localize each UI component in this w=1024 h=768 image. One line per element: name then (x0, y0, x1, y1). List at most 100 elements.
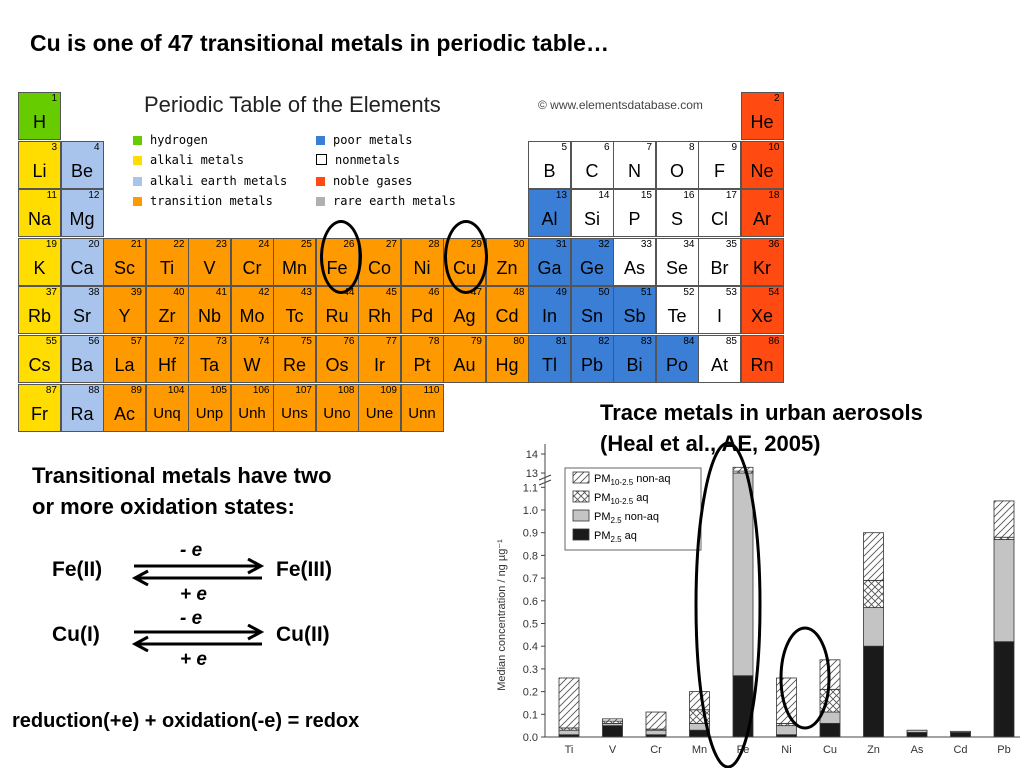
element-symbol: Uns (281, 404, 308, 422)
atomic-number: 87 (45, 384, 57, 396)
atomic-number: 13 (555, 190, 567, 202)
atomic-number: 86 (768, 336, 780, 347)
element-v: 23 V (188, 237, 231, 286)
cu-equilibrium-arrows (131, 624, 265, 652)
element-symbol: At (710, 355, 728, 375)
legend-label: transition metals (150, 194, 273, 208)
chart-caption-line2: (Heal et al., AE, 2005) (600, 431, 821, 456)
element-symbol: Ta (199, 355, 219, 375)
x-tick-label: As (911, 744, 924, 756)
legend-swatch (572, 490, 590, 503)
atomic-number: 49 (555, 287, 567, 299)
element-pd: 46 Pd (400, 286, 444, 335)
x-tick-label: Zn (867, 744, 880, 756)
atomic-number: 85 (725, 336, 737, 347)
legend-label: alkali earth metals (150, 174, 288, 188)
atomic-number: 25 (300, 238, 312, 250)
element-cd: 48 Cd (485, 286, 529, 335)
atomic-number: 38 (88, 287, 100, 299)
element-symbol: Pt (413, 355, 431, 375)
legend-label: nonmetals (335, 153, 401, 167)
cu-bar-highlight-ellipse (779, 626, 831, 730)
atomic-number: 79 (470, 336, 482, 347)
chart-legend-label: PM10-2.5 non-aq (594, 473, 671, 487)
legend-label: hydrogen (150, 133, 208, 147)
element-symbol: S (670, 209, 683, 230)
atomic-number: 12 (88, 190, 100, 202)
bar-ti-segment (558, 729, 580, 736)
periodic-table-credit: © www.elementsdatabase.com (538, 98, 703, 112)
atomic-number: 14 (598, 190, 610, 202)
element-zr: 40 Zr (145, 286, 189, 335)
atomic-number: 20 (88, 238, 100, 250)
element-symbol: Sc (113, 257, 135, 278)
fe-plus-e: + e (180, 584, 207, 605)
element-symbol: Hf (158, 355, 176, 375)
element-symbol: Os (325, 355, 349, 375)
atomic-number: 37 (45, 287, 57, 299)
element-symbol: Te (667, 306, 687, 327)
element-al: 13 Al (528, 189, 571, 238)
element-na: 11 Na (18, 189, 61, 238)
atomic-number: 73 (215, 336, 227, 347)
legend-label-base: PM (594, 530, 611, 542)
element-symbol: Ru (325, 306, 349, 327)
element-symbol: Kr (753, 257, 771, 278)
legend-label: alkali metals (150, 153, 244, 167)
atomic-number: 43 (300, 287, 312, 299)
y-tick-label: 0.1 (523, 709, 538, 721)
chart-legend-label: PM2.5 non-aq (594, 511, 659, 525)
element-symbol: Nb (197, 306, 221, 327)
atomic-number: 104 (167, 384, 185, 396)
cu-i-label: Cu(I) (52, 623, 100, 646)
element-uns: 107 Uns (273, 383, 316, 432)
y-tick-label: 0.0 (523, 732, 538, 744)
atomic-number: 84 (683, 336, 695, 347)
element-symbol: Po (665, 355, 689, 375)
element-nb: 41 Nb (188, 286, 231, 335)
element-symbol: Unn (408, 404, 436, 422)
element-uno: 108 Uno (315, 383, 359, 432)
element-symbol: Si (583, 209, 600, 230)
element-symbol: In (541, 306, 557, 327)
element-symbol: Be (70, 160, 94, 181)
element-symbol: Ne (750, 160, 774, 181)
atomic-number: 24 (258, 238, 270, 250)
element-ne: 10 Ne (740, 140, 784, 189)
element-symbol: Rb (27, 306, 51, 327)
atomic-number: 7 (646, 141, 652, 153)
atomic-number: 27 (385, 238, 397, 250)
element-symbol: Ga (537, 257, 562, 278)
legend-swatch (133, 197, 142, 206)
element-as: 33 As (613, 237, 656, 286)
bar-zn-segment (863, 607, 884, 647)
atomic-number: 8 (688, 141, 695, 153)
chart-bars (558, 466, 1015, 738)
chart-legend-label: PM2.5 aq (594, 530, 637, 544)
atomic-number: 2 (773, 93, 780, 104)
element-symbol: Co (367, 257, 391, 278)
atomic-number: 109 (380, 384, 397, 396)
element-ti: 22 Ti (145, 237, 189, 286)
element-symbol: V (203, 257, 216, 278)
element-in: 49 In (528, 286, 571, 335)
atomic-number: 48 (513, 287, 525, 299)
atomic-number: 41 (215, 287, 227, 299)
element-ta: 73 Ta (188, 335, 231, 383)
element-be: 4 Be (60, 140, 104, 189)
atomic-number: 5 (561, 141, 567, 153)
element-symbol: Ca (70, 257, 94, 278)
atomic-number: 56 (88, 336, 100, 347)
element-symbol: K (33, 257, 46, 278)
element-bi: 83 Bi (613, 335, 656, 383)
element-symbol: Mg (69, 209, 95, 230)
element-symbol: W (243, 355, 261, 375)
element-i: 53 I (698, 286, 741, 335)
atomic-number: 40 (173, 287, 185, 299)
bar-ti-segment (558, 677, 580, 729)
fe-bar-highlight-ellipse (694, 441, 762, 768)
redox-summary: reduction(+e) + oxidation(-e) = redox (12, 710, 360, 732)
element-symbol: Ti (159, 257, 175, 278)
atomic-number: 9 (731, 141, 737, 153)
